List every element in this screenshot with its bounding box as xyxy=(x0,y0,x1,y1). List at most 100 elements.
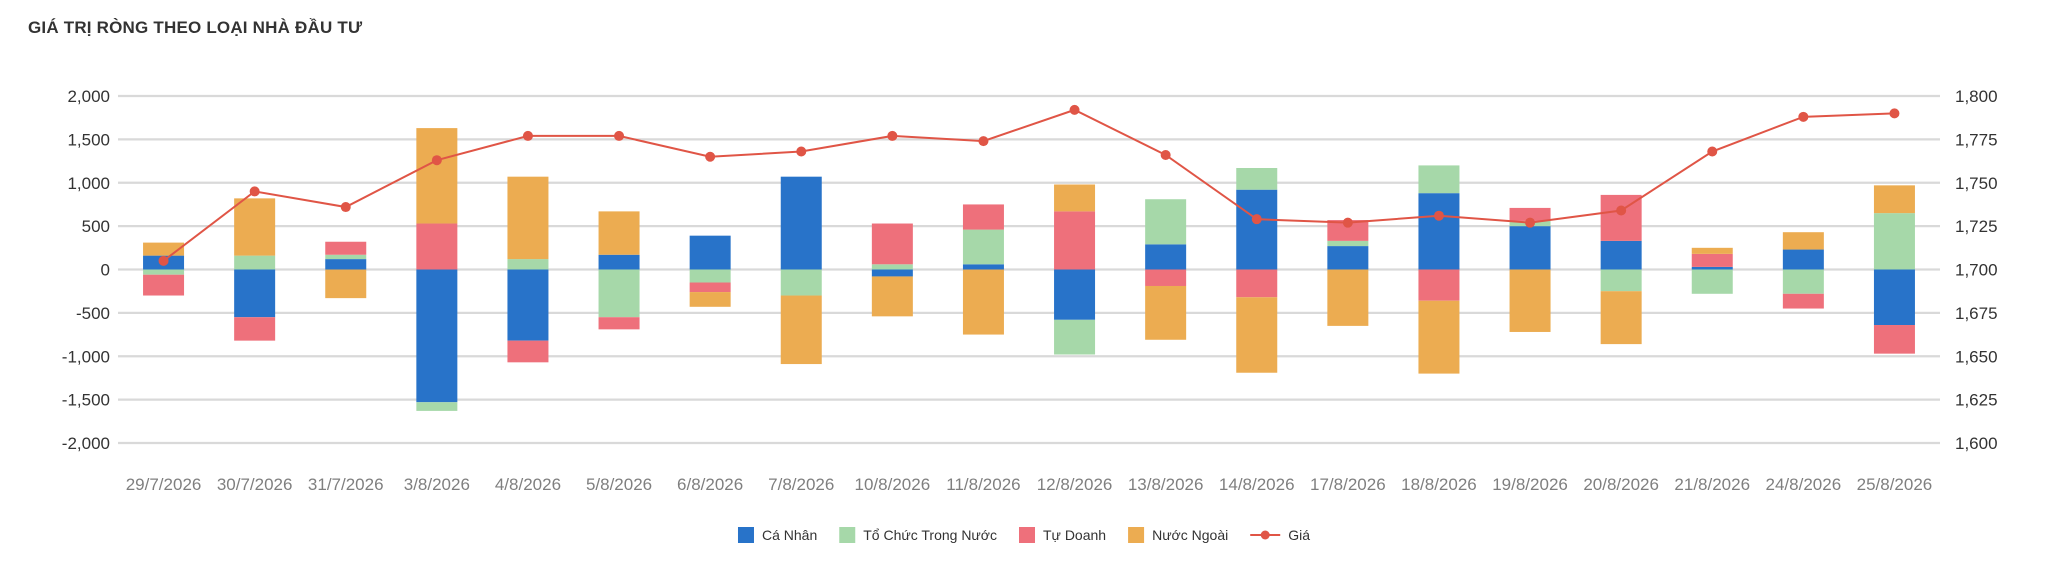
bar-segment xyxy=(416,128,458,224)
x-tick-label: 25/8/2026 xyxy=(1857,475,1933,494)
bar-segment xyxy=(689,282,731,293)
legend-swatch xyxy=(1128,527,1145,543)
bar-segment xyxy=(1782,269,1824,294)
legend-swatch xyxy=(839,527,856,543)
x-tick-label: 19/8/2026 xyxy=(1492,475,1568,494)
bars xyxy=(143,128,1915,411)
right-tick-label: 1,675 xyxy=(1955,304,1998,323)
price-point xyxy=(1616,205,1627,216)
bar-segment xyxy=(1600,269,1642,292)
x-tick-label: 24/8/2026 xyxy=(1766,475,1842,494)
price-point xyxy=(249,186,260,197)
legend-dot-symbol xyxy=(1260,530,1270,540)
legend-item-1[interactable]: Cá Nhân xyxy=(737,527,817,543)
price-point xyxy=(1069,104,1080,115)
bar-segment xyxy=(962,229,1004,265)
right-tick-label: 1,625 xyxy=(1955,391,1998,410)
bar-segment xyxy=(416,223,458,270)
bar-segment xyxy=(780,176,822,270)
left-tick-label: 1,500 xyxy=(67,130,110,149)
bar-segment xyxy=(1054,184,1096,212)
legend-item-4[interactable]: Nước Ngoài xyxy=(1128,527,1228,543)
bar-segment xyxy=(325,259,367,270)
price-point xyxy=(887,130,898,141)
legend-item-2[interactable]: Tổ Chức Trong Nước xyxy=(839,527,997,543)
legend-label: Giá xyxy=(1288,527,1310,543)
bar-segment xyxy=(1145,269,1187,286)
bar-segment xyxy=(1873,213,1915,270)
bar-segment xyxy=(598,254,640,270)
left-tick-label: 2,000 xyxy=(67,87,110,106)
x-tick-label: 5/8/2026 xyxy=(586,475,652,494)
legend-swatch xyxy=(1019,527,1035,543)
x-tick-label: 18/8/2026 xyxy=(1401,475,1477,494)
bar-segment xyxy=(1054,269,1096,320)
left-tick-label: 500 xyxy=(82,217,110,236)
right-tick-label: 1,775 xyxy=(1955,130,1998,149)
price-point xyxy=(340,202,351,213)
x-tick-label: 14/8/2026 xyxy=(1219,475,1295,494)
price-point xyxy=(522,130,533,141)
bar-segment xyxy=(1691,247,1733,254)
chart-title: GIÁ TRỊ RÒNG THEO LOẠI NHÀ ĐẦU TƯ xyxy=(28,18,363,37)
right-tick-label: 1,725 xyxy=(1955,217,1998,236)
bar-segment xyxy=(1236,189,1278,270)
legend-label: Tự Doanh xyxy=(1043,527,1106,543)
bar-segment xyxy=(1509,226,1551,270)
bar-segment xyxy=(1691,266,1733,270)
bar-segment xyxy=(1782,249,1824,270)
price-point xyxy=(1433,210,1444,221)
price-polyline xyxy=(162,108,1895,262)
right-tick-label: 1,800 xyxy=(1955,87,1998,106)
bar-segment xyxy=(598,269,640,318)
bar-segment xyxy=(1873,325,1915,354)
bar-segment xyxy=(1236,297,1278,373)
price-point xyxy=(431,155,442,166)
bar-segment xyxy=(1145,199,1187,245)
bar-segment xyxy=(234,317,276,341)
legend-item-3[interactable]: Tự Doanh xyxy=(1019,527,1106,543)
bar-segment xyxy=(507,340,549,363)
x-tick-label: 13/8/2026 xyxy=(1128,475,1204,494)
price-point xyxy=(978,136,989,147)
bar-segment xyxy=(689,235,731,270)
bar-segment xyxy=(143,274,185,296)
bar-segment xyxy=(1782,293,1824,309)
bar-segment xyxy=(1873,269,1915,326)
bar-segment xyxy=(325,254,367,260)
price-point xyxy=(1525,217,1536,228)
bar-segment xyxy=(598,211,640,255)
legend-swatch xyxy=(737,527,754,543)
left-tick-label: -500 xyxy=(76,304,110,323)
left-tick-label: 1,000 xyxy=(67,174,110,193)
bar-segment xyxy=(234,269,276,318)
bar-segment xyxy=(1054,211,1096,270)
bar-segment xyxy=(1418,300,1460,374)
price-point xyxy=(1342,217,1353,228)
x-tick-label: 31/7/2026 xyxy=(308,475,384,494)
legend-label: Nước Ngoài xyxy=(1152,527,1228,543)
right-tick-label: 1,600 xyxy=(1955,434,1998,453)
bar-segment xyxy=(871,269,913,277)
legend[interactable]: Cá Nhân Tổ Chức Trong Nước Tự Doanh Nước Ng… xyxy=(737,527,1310,543)
bar-segment xyxy=(234,198,276,256)
bar-segment xyxy=(689,269,731,283)
bar-segment xyxy=(962,204,1004,230)
bar-segment xyxy=(1327,240,1369,247)
bar-segment xyxy=(1145,285,1187,340)
left-tick-label: 0 xyxy=(101,261,110,280)
x-tick-label: 30/7/2026 xyxy=(217,475,293,494)
legend-label: Tổ Chức Trong Nước xyxy=(863,527,997,543)
legend-item-5[interactable]: Giá xyxy=(1250,527,1310,543)
bar-segment xyxy=(1327,269,1369,326)
grid-lines xyxy=(118,94,1940,445)
bar-segment xyxy=(1600,240,1642,270)
price-point xyxy=(1251,214,1262,225)
x-tick-label: 10/8/2026 xyxy=(855,475,931,494)
x-tick-label: 3/8/2026 xyxy=(404,475,470,494)
bar-segment xyxy=(143,269,185,275)
bar-segment xyxy=(1236,168,1278,190)
bar-segment xyxy=(1054,319,1096,355)
bar-segment xyxy=(1418,165,1460,194)
